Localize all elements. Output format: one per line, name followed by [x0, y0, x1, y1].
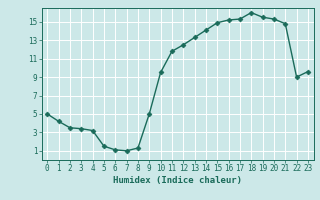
X-axis label: Humidex (Indice chaleur): Humidex (Indice chaleur) — [113, 176, 242, 185]
